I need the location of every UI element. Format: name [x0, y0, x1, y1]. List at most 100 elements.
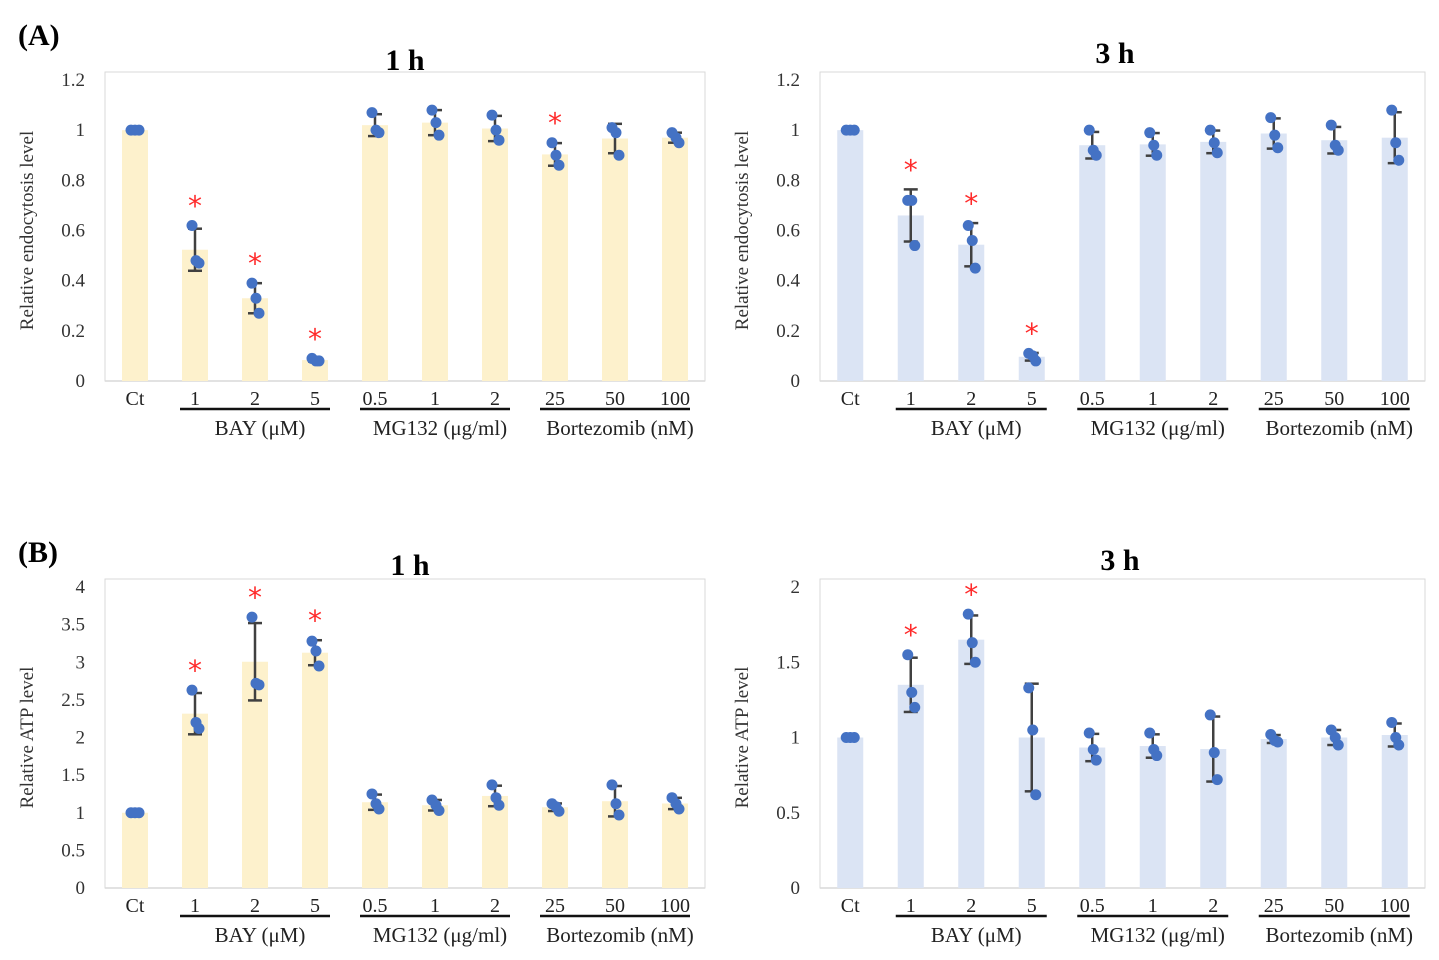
group-label: BAY (μM): [931, 923, 1022, 947]
bar: [1321, 140, 1348, 381]
bar: [542, 807, 568, 888]
data-point: [606, 779, 618, 791]
x-tick-label: 2: [1208, 895, 1218, 917]
y-tick-label: 2: [791, 577, 801, 598]
data-point: [133, 807, 145, 819]
data-point: [1208, 747, 1220, 759]
y-axis-label: Relative ATP level: [732, 667, 753, 809]
x-tick-label: 1: [1148, 895, 1158, 917]
data-point: [550, 149, 562, 161]
data-point: [486, 109, 498, 121]
data-point: [848, 732, 860, 743]
bar: [958, 639, 985, 888]
x-tick-label: 5: [310, 388, 320, 410]
bar: [362, 125, 388, 382]
bar: [482, 128, 508, 381]
x-tick-label: 5: [1027, 895, 1037, 917]
significance-star: *: [188, 189, 202, 222]
data-point: [610, 127, 622, 139]
data-point: [1144, 127, 1156, 139]
data-point: [909, 240, 921, 252]
group-label: Bortezomib (nM): [546, 416, 694, 440]
data-point: [906, 686, 918, 698]
data-point: [613, 149, 625, 161]
x-tick-label: 0.5: [1080, 895, 1105, 917]
data-point: [553, 805, 565, 817]
data-point: [306, 635, 318, 647]
x-tick-label: 25: [545, 895, 565, 917]
y-tick-label: 0: [791, 371, 801, 392]
chart-title: 3 h: [1100, 544, 1140, 577]
bar: [1260, 739, 1287, 888]
data-point: [1083, 124, 1095, 136]
chart-1: 1 h Relative endocytosis level 0 0.2 0.4 0.6 0…: [17, 44, 706, 440]
data-point: [1272, 736, 1284, 748]
charts: 1 h Relative endocytosis level 0 0.2 0.4 0.6 0…: [17, 37, 1426, 947]
x-tick-label: 1: [190, 895, 200, 917]
data-point: [1393, 154, 1405, 166]
x-tick-label: 50: [1324, 388, 1344, 410]
x-tick-label: Ct: [841, 895, 860, 917]
x-tick-label: 2: [1208, 388, 1218, 410]
data-point: [1083, 727, 1095, 739]
data-point: [373, 127, 385, 139]
x-tick-label: 1: [430, 895, 440, 917]
bar: [1200, 141, 1227, 381]
bar: [362, 802, 388, 888]
group-label: BAY (μM): [215, 923, 306, 947]
x-tick-label: 2: [966, 388, 976, 410]
data-point: [186, 219, 198, 231]
x-tick-label: 25: [1264, 895, 1284, 917]
data-point: [246, 277, 258, 289]
significance-star: *: [308, 322, 322, 355]
data-point: [193, 722, 205, 734]
data-point: [250, 292, 262, 304]
panel-label-b: (B): [18, 536, 58, 569]
bar: [422, 805, 448, 888]
significance-star: *: [308, 604, 322, 637]
data-point: [373, 803, 385, 815]
data-point: [1332, 144, 1344, 156]
group-label: MG132 (μg/ml): [373, 416, 507, 440]
data-point: [1386, 104, 1398, 116]
x-tick-label: 2: [966, 895, 976, 917]
data-point: [1265, 112, 1277, 124]
x-tick-label: 5: [310, 895, 320, 917]
data-point: [1087, 744, 1099, 756]
data-point: [969, 656, 981, 668]
x-tick-label: 100: [1380, 388, 1410, 410]
y-tick-label: 0.8: [61, 170, 85, 191]
significance-star: *: [964, 187, 978, 220]
significance-star: *: [904, 153, 918, 186]
data-point: [246, 611, 258, 623]
bar: [1381, 734, 1408, 888]
bar: [662, 137, 688, 381]
data-point: [1211, 147, 1223, 159]
bar: [122, 812, 148, 888]
x-tick-label: 50: [605, 895, 625, 917]
data-point: [1386, 716, 1398, 728]
data-point: [962, 219, 974, 231]
bar: [837, 737, 864, 888]
data-point: [490, 124, 502, 136]
data-point: [613, 809, 625, 821]
bar: [1079, 145, 1106, 381]
bar: [302, 652, 328, 888]
x-tick-label: 1: [190, 388, 200, 410]
data-point: [433, 129, 445, 141]
significance-star: *: [964, 578, 978, 611]
bar: [182, 713, 208, 888]
y-tick-label: 0.4: [61, 271, 85, 292]
chart-title: 1 h: [385, 44, 425, 77]
y-tick-label: 1.2: [776, 70, 800, 91]
data-point: [186, 684, 198, 696]
x-tick-label: 1: [1148, 388, 1158, 410]
bar: [1381, 137, 1408, 381]
y-tick-label: 0.8: [776, 170, 800, 191]
data-point: [1211, 774, 1223, 786]
group-label: MG132 (μg/ml): [1091, 923, 1225, 947]
data-point: [1272, 142, 1284, 154]
y-tick-label: 0: [76, 878, 86, 899]
data-point: [253, 679, 265, 691]
